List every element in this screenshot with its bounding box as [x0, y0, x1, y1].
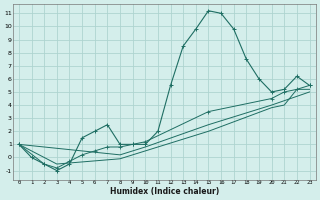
X-axis label: Humidex (Indice chaleur): Humidex (Indice chaleur) — [109, 187, 219, 196]
